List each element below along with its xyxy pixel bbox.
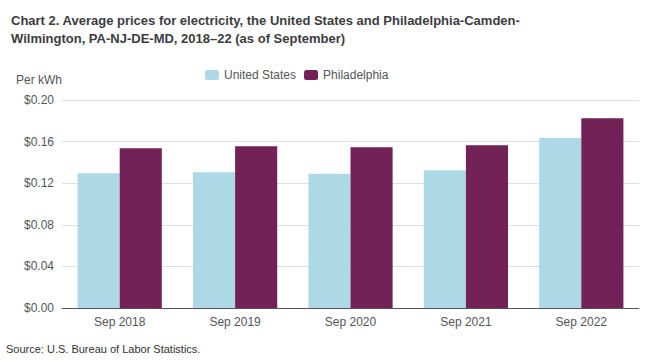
svg-text:Sep 2022: Sep 2022 [556, 315, 608, 329]
svg-text:Sep 2021: Sep 2021 [440, 315, 492, 329]
svg-text:Philadelphia: Philadelphia [323, 68, 389, 82]
svg-text:Chart 2. Average prices for el: Chart 2. Average prices for electricity,… [11, 13, 520, 28]
svg-text:Sep 2019: Sep 2019 [209, 315, 261, 329]
svg-text:$0.20: $0.20 [24, 93, 54, 107]
svg-text:Source: U.S. Bureau of Labor S: Source: U.S. Bureau of Labor Statistics. [6, 343, 200, 355]
svg-text:United States: United States [224, 68, 296, 82]
svg-text:$0.08: $0.08 [24, 218, 54, 232]
svg-text:$0.04: $0.04 [24, 259, 54, 273]
svg-text:Per kWh: Per kWh [16, 73, 62, 87]
svg-text:Sep 2020: Sep 2020 [325, 315, 377, 329]
svg-text:Sep 2018: Sep 2018 [94, 315, 146, 329]
svg-text:$0.00: $0.00 [24, 301, 54, 315]
svg-text:$0.12: $0.12 [24, 176, 54, 190]
svg-text:Wilmington, PA-NJ-DE-MD, 2018–: Wilmington, PA-NJ-DE-MD, 2018–22 (as of … [11, 31, 345, 46]
svg-text:$0.16: $0.16 [24, 135, 54, 149]
